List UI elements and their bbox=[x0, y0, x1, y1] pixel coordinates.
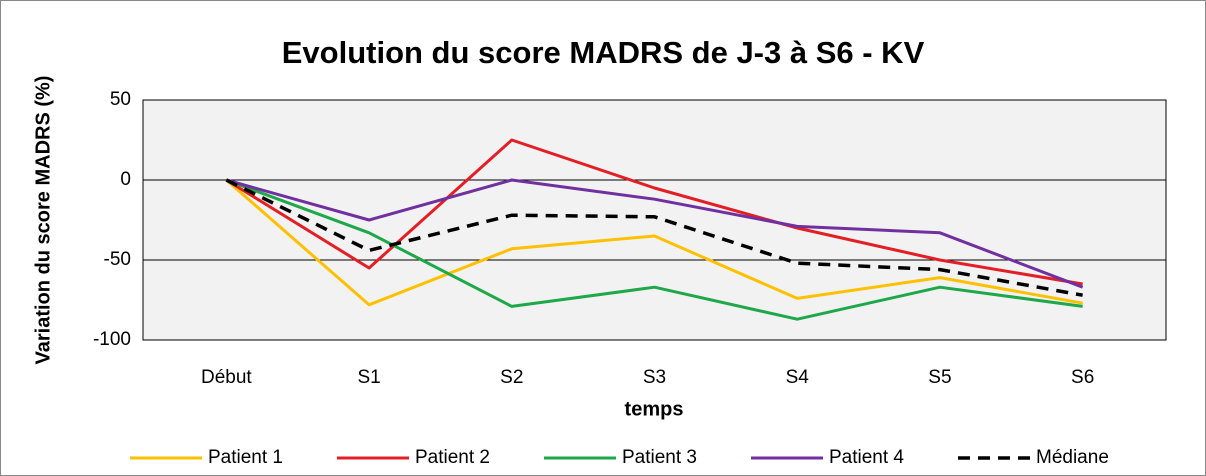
y-tick-label: -50 bbox=[104, 249, 131, 270]
legend-label: Patient 4 bbox=[829, 447, 904, 468]
y-tick-label: -100 bbox=[93, 329, 131, 350]
plot-area bbox=[142, 99, 1167, 341]
series-line bbox=[225, 138, 1083, 286]
y-axis-label: Variation du score MADRS (%) bbox=[32, 76, 54, 365]
x-tick-label: S3 bbox=[643, 367, 666, 388]
y-tick-label: 0 bbox=[120, 169, 131, 190]
chart-title: Evolution du score MADRS de J-3 à S6 - K… bbox=[282, 35, 925, 70]
x-tick-label: S2 bbox=[500, 367, 523, 388]
x-tick-label: S1 bbox=[357, 367, 380, 388]
x-tick-label: S5 bbox=[928, 367, 951, 388]
legend-label: Patient 2 bbox=[415, 447, 490, 468]
series-line bbox=[225, 178, 1083, 307]
x-tick-label: Début bbox=[201, 367, 252, 388]
x-axis-label: temps bbox=[625, 398, 684, 420]
series-line bbox=[225, 178, 1083, 321]
series-line bbox=[225, 178, 1083, 297]
series-line bbox=[225, 178, 1084, 289]
legend-label: Patient 1 bbox=[208, 447, 283, 468]
y-tick-label: 50 bbox=[110, 89, 131, 110]
x-tick-label: S6 bbox=[1071, 367, 1094, 388]
legend-label: Patient 3 bbox=[622, 447, 697, 468]
legend-label: Médiane bbox=[1036, 447, 1109, 468]
x-tick-label: S4 bbox=[786, 367, 810, 388]
